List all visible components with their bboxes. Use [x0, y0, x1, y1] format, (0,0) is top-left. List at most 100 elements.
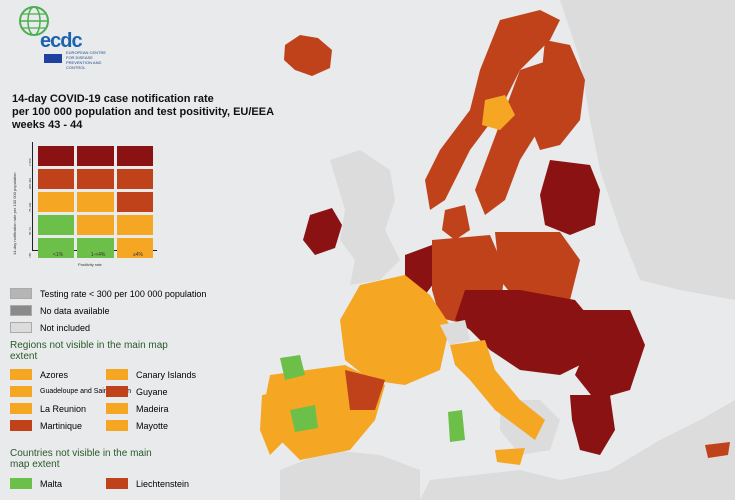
region-swatch	[106, 403, 128, 414]
title-line-3: weeks 43 - 44	[12, 119, 83, 131]
region-swatch	[10, 420, 32, 431]
region-swatch	[106, 386, 128, 397]
map-greece	[570, 395, 615, 455]
map-sweden-region-orange	[482, 95, 515, 130]
matrix-cell	[38, 192, 75, 212]
y-tick: ≥ 500	[28, 158, 32, 167]
matrix-cell	[116, 215, 153, 235]
matrix-row	[38, 238, 156, 258]
y-axis-line	[32, 142, 33, 250]
country-label: Malta	[40, 478, 63, 489]
swatch-light-grey	[10, 322, 32, 333]
region-swatch	[10, 369, 32, 380]
legend-no-data-label: No data available	[40, 305, 110, 316]
map-finland	[528, 40, 585, 150]
country-label: Liechtenstein	[136, 478, 190, 489]
globe-icon	[19, 6, 49, 36]
x-tick-2: 1-<4%	[90, 252, 106, 258]
region-label: Guadeloupe and Saint Martin	[40, 388, 132, 395]
region-swatch	[106, 420, 128, 431]
matrix-cell	[77, 169, 114, 189]
map-spain-region-red	[345, 370, 385, 410]
y-tick: 75-199	[28, 202, 32, 212]
matrix-row	[38, 215, 156, 235]
region-label: Madeira	[136, 403, 169, 414]
region-item: Madeira	[106, 403, 169, 414]
x-tick-1: <1%	[52, 252, 64, 258]
map-poland	[495, 232, 580, 305]
country-item: Malta	[10, 478, 62, 489]
matrix-cell	[38, 146, 75, 166]
map-baltics	[540, 160, 600, 235]
region-item: Guadeloupe and Saint Martin	[10, 386, 131, 397]
region-label: Azores	[40, 369, 69, 380]
region-swatch	[10, 386, 32, 397]
region-label: Mayotte	[136, 420, 169, 431]
region-item: Martinique	[10, 420, 82, 431]
legend-no-data: No data available	[10, 305, 110, 316]
region-swatch	[10, 403, 32, 414]
map-sardinia	[448, 410, 465, 442]
map-ireland	[303, 208, 342, 255]
legend-matrix	[38, 146, 156, 261]
map-sicily	[495, 448, 525, 465]
region-item: La Reunion	[10, 403, 86, 414]
map-non-eu-land	[280, 0, 735, 500]
matrix-cell	[38, 215, 75, 235]
matrix-cell	[38, 238, 75, 258]
map-title: 14-day COVID-19 case notification rate p…	[12, 93, 292, 132]
ecdc-logo: ecdc EUROPEAN CENTRE FOR DISEASE PREVENT…	[14, 4, 106, 70]
swatch-grey	[10, 288, 32, 299]
region-item: Azores	[10, 369, 68, 380]
map-france	[340, 275, 450, 385]
map-romania-bulgaria	[575, 310, 645, 400]
matrix-cell	[116, 238, 153, 258]
matrix-cell	[77, 192, 114, 212]
legend-testing-rate-label: Testing rate < 300 per 100 000 populatio…	[40, 288, 207, 299]
y-tick: <50	[28, 252, 32, 258]
region-label: Martinique	[40, 420, 83, 431]
region-item: Canary Islands	[106, 369, 196, 380]
legend-testing-rate: Testing rate < 300 per 100 000 populatio…	[10, 288, 206, 299]
title-line-1: 14-day COVID-19 case notification rate	[12, 93, 214, 105]
map-switzerland	[440, 320, 470, 345]
matrix-cell	[38, 169, 75, 189]
matrix-cell	[116, 169, 153, 189]
map-portugal	[260, 392, 285, 455]
x-tick-3: ≥4%	[133, 252, 143, 258]
regions-heading: Regions not visible in the main map exte…	[10, 340, 168, 362]
matrix-cell	[77, 146, 114, 166]
country-swatch	[10, 478, 32, 489]
map-iceland	[284, 35, 332, 76]
swatch-dark-grey	[10, 305, 32, 316]
map-central-europe	[455, 290, 600, 375]
legend-not-included-label: Not included	[40, 322, 91, 333]
y-tick: 50-74	[28, 227, 32, 235]
matrix-cell	[77, 215, 114, 235]
title-line-2: per 100 000 population and test positivi…	[12, 106, 275, 118]
matrix-row	[38, 169, 156, 189]
region-item: Guyane	[106, 386, 168, 397]
countries-heading: Countries not visible in the main map ex…	[10, 448, 152, 470]
country-item: Liechtenstein	[106, 478, 189, 489]
matrix-cell	[77, 238, 114, 258]
matrix-cell	[116, 192, 153, 212]
logo-subtitle: EUROPEAN CENTRE FOR DISEASE PREVENTION A…	[66, 50, 107, 70]
map-italy	[450, 340, 545, 440]
matrix-x-label: Positivity rate	[78, 262, 102, 267]
matrix-x-ticks: <1% 1-<4% ≥4%	[38, 252, 158, 258]
matrix-cell	[116, 146, 153, 166]
region-label: Canary Islands	[136, 369, 197, 380]
eu-flag-icon	[44, 54, 62, 63]
region-item: Mayotte	[106, 420, 168, 431]
logo-text: ecdc	[40, 30, 83, 52]
matrix-y-axis-label: 14-day notification rate per 100 000 pop…	[12, 172, 17, 255]
legend-not-included: Not included	[10, 322, 90, 333]
matrix-row	[38, 146, 156, 166]
region-label: La Reunion	[40, 403, 87, 414]
map-green-region-2	[290, 405, 318, 432]
map-green-region-1	[280, 355, 305, 380]
y-tick: 200-499	[28, 177, 32, 189]
map-cyprus	[705, 442, 730, 458]
